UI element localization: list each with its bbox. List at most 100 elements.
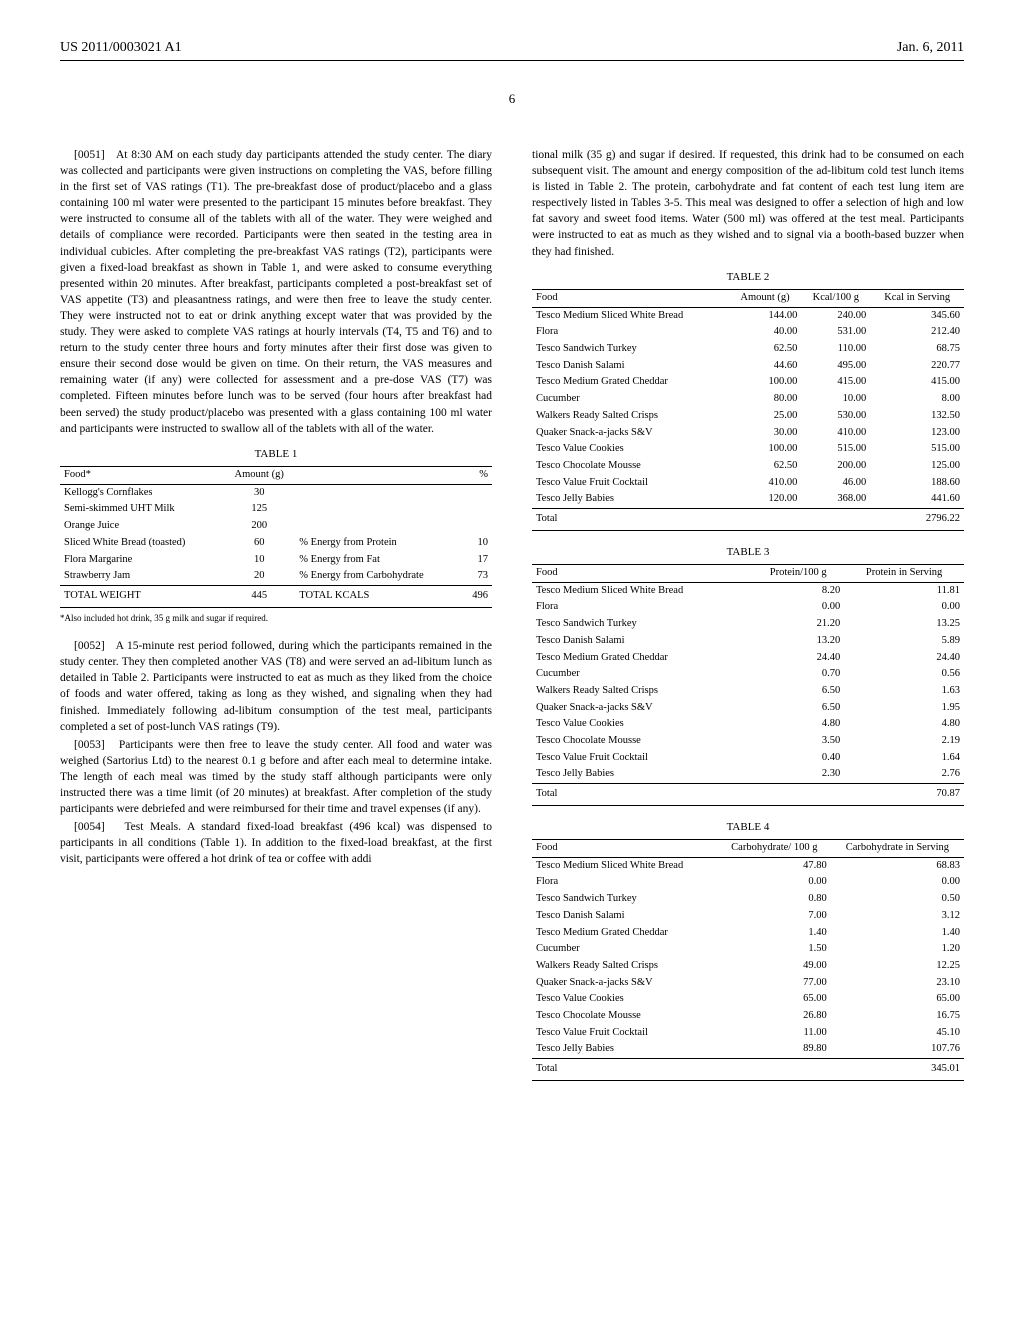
cell-food: Strawberry Jam [60, 568, 223, 585]
cell-amount: 60 [223, 535, 295, 552]
cell-b: 8.20 [752, 582, 844, 599]
table-row: Tesco Medium Grated Cheddar24.4024.40 [532, 650, 964, 667]
table-3-wrap: TABLE 3 Food Protein/100 g Protein in Se… [532, 545, 964, 806]
cell-b: 24.40 [752, 650, 844, 667]
cell-food: Tesco Medium Sliced White Bread [532, 857, 718, 874]
table-total-row: TOTAL WEIGHT445TOTAL KCALS496 [60, 585, 492, 607]
table-row: Tesco Value Cookies65.0065.00 [532, 991, 964, 1008]
cell-food: Quaker Snack-a-jacks S&V [532, 700, 752, 717]
table-row: Tesco Medium Sliced White Bread47.8068.8… [532, 857, 964, 874]
cell-food: Flora Margarine [60, 552, 223, 569]
cell-a: 120.00 [729, 491, 802, 508]
table-row: Tesco Medium Grated Cheddar1.401.40 [532, 925, 964, 942]
cell-c: 12.25 [831, 958, 964, 975]
cell-food: Flora [532, 599, 752, 616]
cell-c: 4.80 [844, 716, 964, 733]
cell-food: Tesco Danish Salami [532, 633, 752, 650]
table-row: Tesco Value Cookies4.804.80 [532, 716, 964, 733]
cell-total: 2796.22 [870, 508, 964, 530]
page: US 2011/0003021 A1 Jan. 6, 2011 6 [0051]… [0, 0, 1024, 1320]
cell-food: Quaker Snack-a-jacks S&V [532, 425, 729, 442]
left-column: [0051] At 8:30 AM on each study day part… [60, 147, 492, 1095]
cell-c: 220.77 [870, 358, 964, 375]
cell-food: Tesco Medium Sliced White Bread [532, 582, 752, 599]
cell-food: Cucumber [532, 666, 752, 683]
table-row: Tesco Value Fruit Cocktail410.0046.00188… [532, 475, 964, 492]
t3-col-b: Protein/100 g [752, 565, 844, 583]
cell-c: 13.25 [844, 616, 964, 633]
cell-c: 8.00 [870, 391, 964, 408]
table-3-title: TABLE 3 [532, 545, 964, 560]
document-date: Jan. 6, 2011 [897, 40, 964, 56]
cell-c: 0.56 [844, 666, 964, 683]
cell-food: Tesco Sandwich Turkey [532, 341, 729, 358]
cell-b: 13.20 [752, 633, 844, 650]
cell-b: 6.50 [752, 683, 844, 700]
cell-b: 200.00 [801, 458, 870, 475]
para-num-52: [0052] [74, 640, 105, 652]
cell-c: 1.20 [831, 941, 964, 958]
cell-total-kcal-label: TOTAL KCALS [295, 585, 462, 607]
table-row: Tesco Chocolate Mousse62.50200.00125.00 [532, 458, 964, 475]
cell-b: 410.00 [801, 425, 870, 442]
cell-pct: 73 [462, 568, 492, 585]
cell-label: % Energy from Carbohydrate [295, 568, 462, 585]
cell-b: 240.00 [801, 307, 870, 324]
cell-total-weight: 445 [223, 585, 295, 607]
paragraph-53: [0053] Participants were then free to le… [60, 737, 492, 817]
cell-food: Kellogg's Cornflakes [60, 484, 223, 501]
cell-a: 44.60 [729, 358, 802, 375]
t2-col-kcalserv: Kcal in Serving [870, 290, 964, 308]
cell-pct [462, 484, 492, 501]
cell-c: 1.95 [844, 700, 964, 717]
table-total-row: Total 2796.22 [532, 508, 964, 530]
table-row: Tesco Medium Sliced White Bread8.2011.81 [532, 582, 964, 599]
cell-food: Flora [532, 874, 718, 891]
cell-amount: 10 [223, 552, 295, 569]
table-4-title: TABLE 4 [532, 820, 964, 835]
cell-c: 11.81 [844, 582, 964, 599]
cell-food: Walkers Ready Salted Crisps [532, 683, 752, 700]
cell-food: Cucumber [532, 391, 729, 408]
cell-amount: 200 [223, 518, 295, 535]
cell-food: Tesco Jelly Babies [532, 491, 729, 508]
table-row: Quaker Snack-a-jacks S&V30.00410.00123.0… [532, 425, 964, 442]
cell-b: 7.00 [718, 908, 831, 925]
cell-c: 212.40 [870, 324, 964, 341]
cell-b: 26.80 [718, 1008, 831, 1025]
cell-amount: 30 [223, 484, 295, 501]
cell-pct [462, 501, 492, 518]
cell-b: 1.40 [718, 925, 831, 942]
table-row: Walkers Ready Salted Crisps49.0012.25 [532, 958, 964, 975]
table-1-title: TABLE 1 [60, 447, 492, 462]
cell-amount: 20 [223, 568, 295, 585]
cell-c: 1.40 [831, 925, 964, 942]
cell-a: 40.00 [729, 324, 802, 341]
cell-b: 10.00 [801, 391, 870, 408]
right-column: tional milk (35 g) and sugar if desired.… [532, 147, 964, 1095]
cell-food: Walkers Ready Salted Crisps [532, 958, 718, 975]
cell-b: 89.80 [718, 1041, 831, 1058]
cell-total-kcal: 496 [462, 585, 492, 607]
t4-col-food: Food [532, 840, 718, 858]
cell-b: 495.00 [801, 358, 870, 375]
cell-food: Tesco Medium Sliced White Bread [532, 307, 729, 324]
cell-c: 68.75 [870, 341, 964, 358]
table-row: Tesco Danish Salami13.205.89 [532, 633, 964, 650]
table-row: Kellogg's Cornflakes30 [60, 484, 492, 501]
cell-food: Quaker Snack-a-jacks S&V [532, 975, 718, 992]
table-row: Semi-skimmed UHT Milk125 [60, 501, 492, 518]
cell-food: Cucumber [532, 941, 718, 958]
cell-a: 410.00 [729, 475, 802, 492]
table-2-wrap: TABLE 2 Food Amount (g) Kcal/100 g Kcal … [532, 270, 964, 531]
para-53-text: Participants were then free to leave the… [60, 739, 492, 815]
table-1-footnote: *Also included hot drink, 35 g milk and … [60, 612, 492, 625]
table-row: Tesco Value Cookies100.00515.00515.00 [532, 441, 964, 458]
t1-col-pct: % [462, 467, 492, 485]
cell-c: 16.75 [831, 1008, 964, 1025]
table-row: Sliced White Bread (toasted)60% Energy f… [60, 535, 492, 552]
cell-total-label: Total [532, 508, 729, 530]
cell-c: 107.76 [831, 1041, 964, 1058]
cell-b: 21.20 [752, 616, 844, 633]
cell-c: 0.50 [831, 891, 964, 908]
